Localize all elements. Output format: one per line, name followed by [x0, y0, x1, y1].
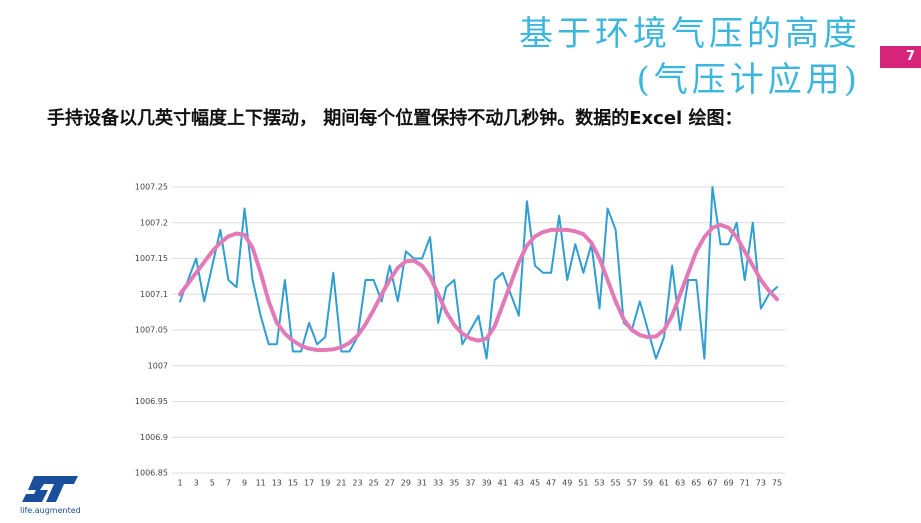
x-tick-label: 33 — [433, 479, 443, 488]
x-tick-label: 21 — [336, 479, 346, 488]
x-tick-label: 37 — [465, 479, 475, 488]
x-tick-label: 11 — [256, 479, 266, 488]
title-line1: 基于环境气压的高度 — [519, 14, 861, 54]
x-tick-label: 51 — [578, 479, 588, 488]
x-tick-label: 27 — [385, 479, 395, 488]
x-tick-label: 25 — [369, 479, 379, 488]
x-tick-label: 39 — [481, 479, 491, 488]
x-tick-label: 1 — [177, 479, 182, 488]
x-tick-label: 15 — [288, 479, 298, 488]
x-tick-label: 75 — [772, 479, 782, 488]
x-tick-label: 31 — [417, 479, 427, 488]
x-tick-label: 73 — [756, 479, 766, 488]
title-line2: (气压计应用) — [636, 60, 861, 100]
x-tick-label: 3 — [194, 479, 199, 488]
x-tick-label: 35 — [449, 479, 459, 488]
x-tick-label: 55 — [611, 479, 621, 488]
series-line — [178, 222, 779, 353]
series-line — [179, 186, 778, 360]
y-tick-label: 1007.2 — [140, 218, 168, 227]
x-tick-label: 65 — [691, 479, 701, 488]
y-tick-label: 1006.95 — [135, 397, 168, 406]
x-tick-label: 63 — [675, 479, 685, 488]
logo-text: life.augmented — [20, 506, 81, 515]
x-tick-label: 45 — [530, 479, 540, 488]
x-tick-label: 49 — [562, 479, 572, 488]
x-tick-label: 19 — [320, 479, 330, 488]
page-number: 7 — [880, 46, 921, 68]
y-tick-label: 1007.1 — [140, 290, 168, 299]
x-tick-label: 61 — [659, 479, 669, 488]
x-tick-label: 7 — [226, 479, 231, 488]
x-tick-label: 13 — [272, 479, 282, 488]
x-tick-label: 29 — [401, 479, 411, 488]
y-tick-label: 1007.15 — [135, 254, 168, 263]
x-tick-label: 69 — [724, 479, 734, 488]
x-tick-label: 53 — [594, 479, 604, 488]
x-tick-label: 9 — [242, 479, 247, 488]
x-tick-label: 43 — [514, 479, 524, 488]
x-tick-label: 41 — [498, 479, 508, 488]
body-text: 手持设备以几英寸幅度上下摆动， 期间每个位置保持不动几秒钟。数据的Excel 绘… — [47, 108, 743, 129]
x-tick-label: 67 — [707, 479, 717, 488]
x-tick-label: 17 — [304, 479, 314, 488]
logo — [22, 476, 78, 502]
x-tick-label: 57 — [627, 479, 637, 488]
y-tick-label: 1006.9 — [140, 433, 168, 442]
x-tick-label: 59 — [643, 479, 653, 488]
x-tick-label: 23 — [352, 479, 362, 488]
x-tick-label: 5 — [210, 479, 215, 488]
x-tick-label: 47 — [546, 479, 556, 488]
y-tick-label: 1007 — [148, 361, 168, 370]
logo-mark — [22, 476, 78, 502]
y-tick-label: 1007.05 — [135, 326, 168, 335]
y-tick-label: 1007.25 — [135, 183, 168, 192]
y-tick-label: 1006.85 — [135, 469, 168, 478]
x-tick-label: 71 — [740, 479, 750, 488]
